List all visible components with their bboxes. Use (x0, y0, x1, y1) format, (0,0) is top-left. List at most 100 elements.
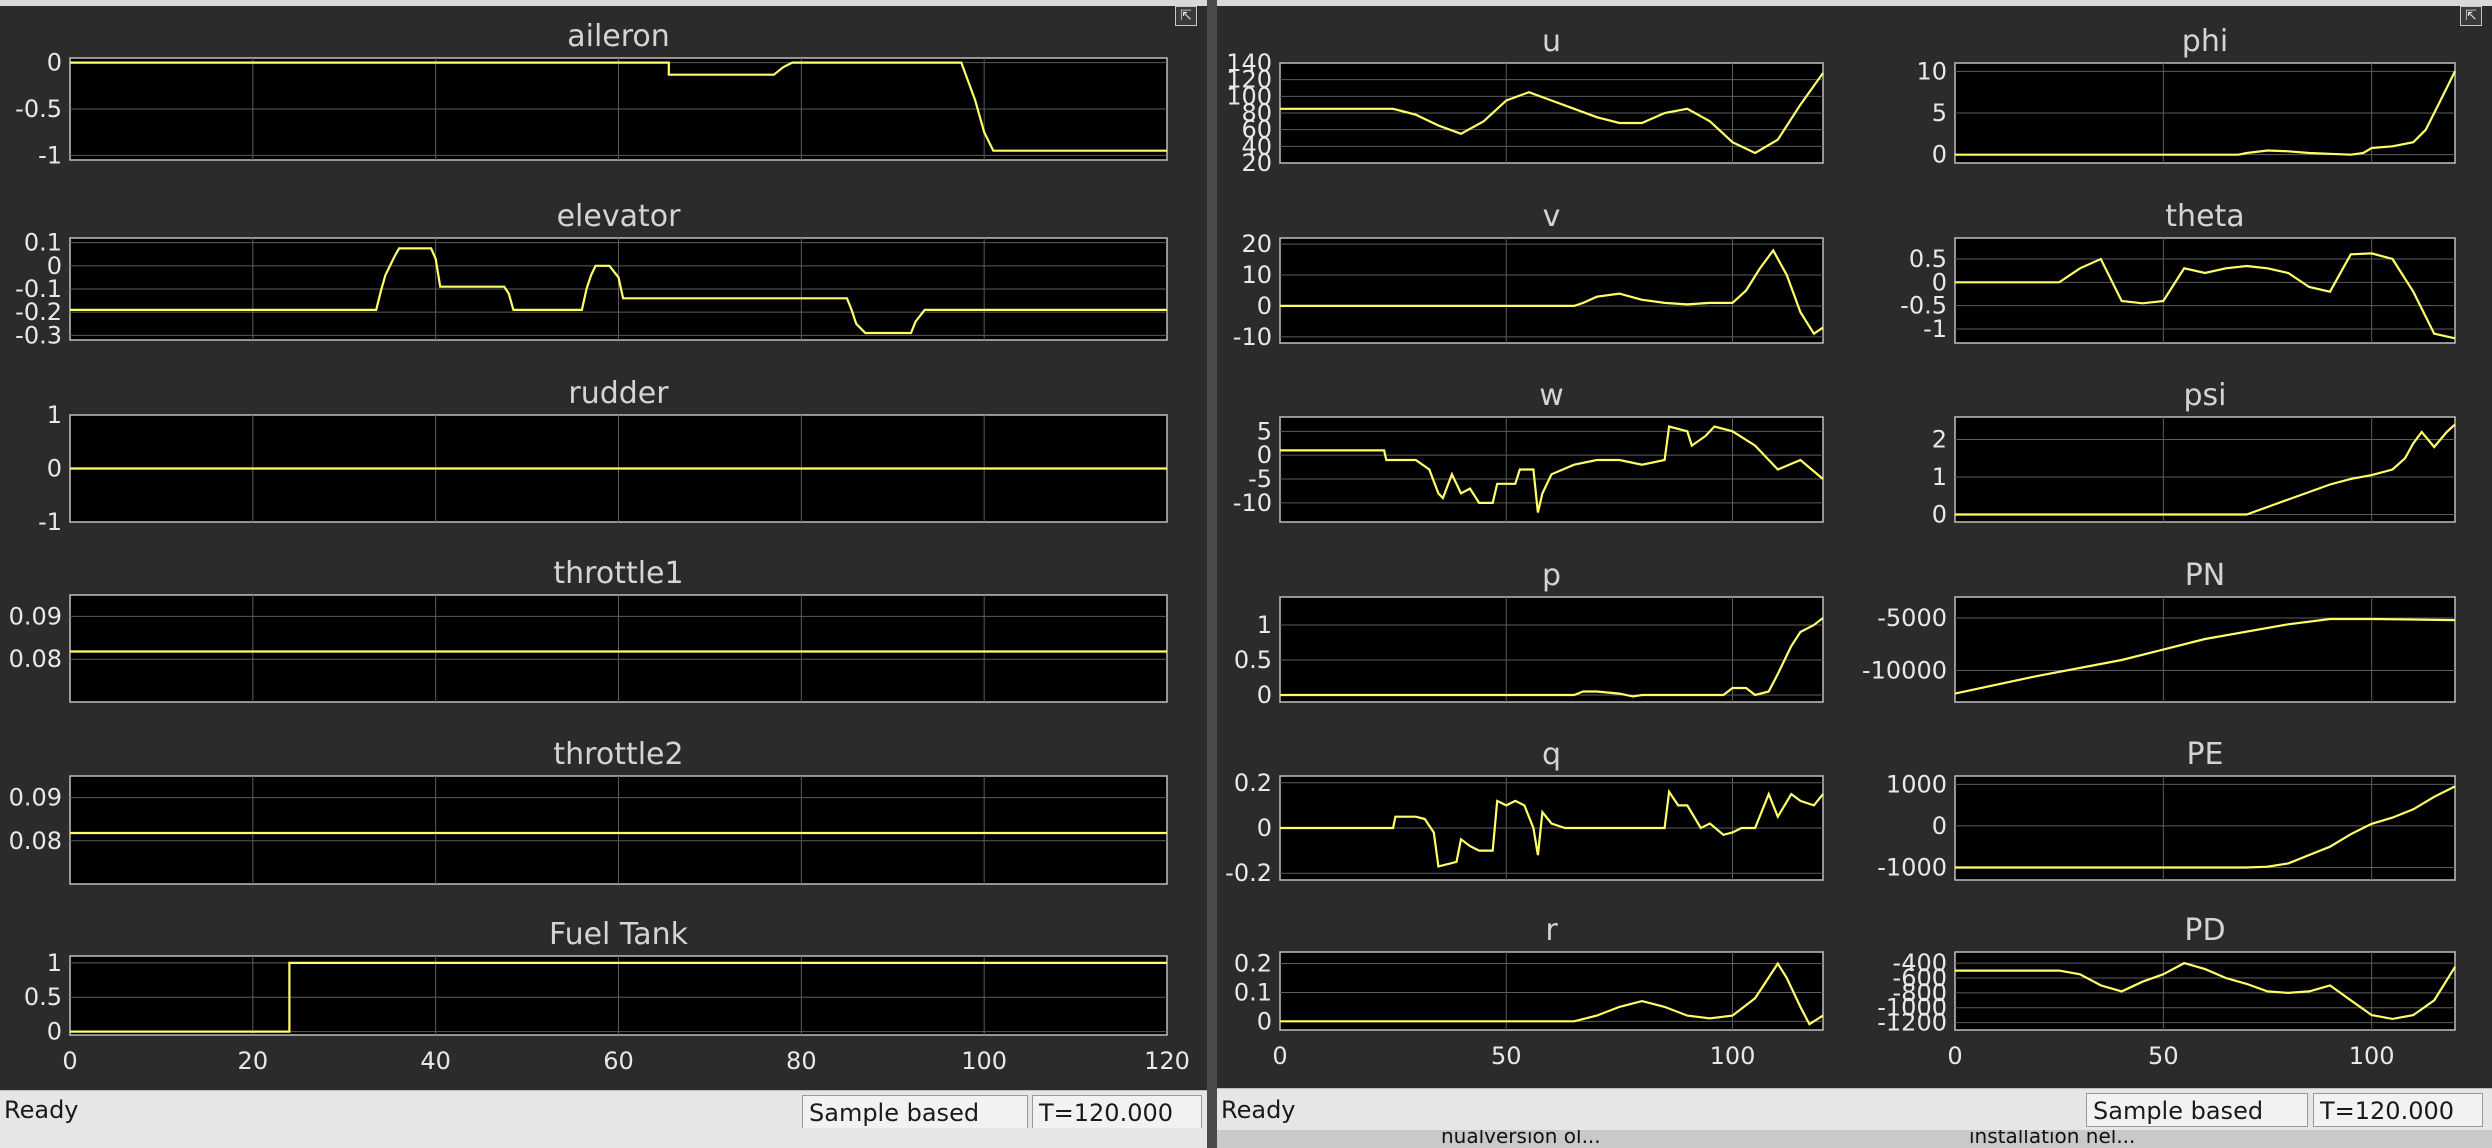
y-tick-label: 10 (1241, 261, 1272, 289)
plot-area (1279, 416, 1824, 523)
axes-psi: psi 2 1 0 (1932, 378, 2456, 529)
y-tick-label: 20 (1241, 230, 1272, 258)
y-tick-label: -1000 (1877, 854, 1947, 882)
y-tick-label: 0.09 (9, 784, 62, 812)
axes-title: psi (2183, 378, 2226, 413)
signal-trace-q (1280, 788, 1824, 868)
y-tick-label: 0 (1932, 501, 1947, 529)
sim-time-field: T=120.000 (2313, 1093, 2483, 1127)
sample-mode-field: Sample based (2086, 1093, 2308, 1127)
signal-trace-r (1280, 961, 1824, 1026)
y-tick-label: 0 (1932, 141, 1947, 169)
axes-throttle1: throttle1 0.09 0.08 (9, 556, 1168, 703)
axes-title: PD (2184, 913, 2225, 948)
y-tick-label: 1 (1932, 463, 1947, 491)
y-tick-label: 0 (1257, 292, 1272, 320)
status-bar-left: Ready Sample based T=120.000 (0, 1090, 1207, 1129)
y-tick-label: -5 (1248, 465, 1272, 493)
y-tick-label: 1 (47, 949, 62, 977)
y-tick-label: 0.08 (9, 827, 62, 855)
y-tick-label: -600 (1893, 964, 1947, 992)
y-tick-label: 40 (1241, 132, 1272, 160)
y-tick-label: -0.1 (15, 275, 62, 303)
y-tick-label: 0 (1257, 814, 1272, 842)
y-tick-label: 0.1 (24, 229, 62, 257)
y-tick-label: -1 (38, 508, 62, 536)
y-tick-label: 0.5 (1909, 245, 1947, 273)
y-tick-label: 0 (47, 252, 62, 280)
y-tick-label: 0 (47, 49, 62, 77)
y-tick-label: 0.1 (1234, 978, 1272, 1006)
y-tick-label: 0 (1932, 268, 1947, 296)
y-tick-label: -0.3 (15, 321, 62, 349)
y-tick-label: -10 (1233, 489, 1272, 517)
axes-title: r (1545, 913, 1558, 948)
axes-title: q (1542, 737, 1561, 772)
background-text: nualversion ol... (1441, 1130, 1601, 1148)
status-text: Ready (4, 1096, 79, 1124)
y-tick-label: 0 (47, 455, 62, 483)
status-bar-right: Ready Sample based T=120.000 (1217, 1088, 2492, 1131)
y-tick-label: 140 (1226, 49, 1272, 77)
axes-PE: PE 1000 0 -1000 (1877, 737, 2456, 882)
y-tick-label: 1 (47, 401, 62, 429)
y-tick-label: 0.2 (1234, 769, 1272, 797)
y-tick-label: 1 (1257, 611, 1272, 639)
x-tick-label: 0 (1947, 1042, 1962, 1070)
signal-trace-elevator (70, 247, 1167, 335)
axes-title: v (1543, 199, 1561, 234)
scope-axes-left: aileron0-0.5-1elevator0.10-0.1-0.2-0.3ru… (9, 19, 1190, 1075)
plot-area (1954, 416, 2456, 523)
y-tick-label: 5 (1932, 99, 1947, 127)
status-bar-bottom-strip (0, 1128, 1207, 1148)
axes-theta: theta 0.50-0.5-1 (1900, 199, 2456, 344)
signal-trace-v (1280, 248, 1824, 336)
x-tick-label: 60 (603, 1047, 634, 1075)
signal-trace-aileron (70, 61, 1167, 152)
y-tick-label: 80 (1241, 99, 1272, 127)
axes-title: w (1539, 378, 1564, 413)
plot-area (1954, 951, 2456, 1031)
axes-throttle2: throttle2 0.09 0.08 (9, 737, 1168, 885)
axes-w: w 50-5-10 (1233, 378, 1824, 523)
axes-title: p (1542, 558, 1561, 593)
axes-q: q 0.2 0 -0.2 (1225, 737, 1824, 887)
y-tick-label: 100 (1226, 82, 1272, 110)
y-tick-label: -10 (1233, 323, 1272, 351)
x-tick-label: 50 (1491, 1042, 1522, 1070)
x-tick-label: 100 (961, 1047, 1007, 1075)
plot-area (1954, 237, 2456, 344)
x-tick-label: 0 (62, 1047, 77, 1075)
background-window-strip: nualversion ol... installation nel... (1217, 1130, 2492, 1148)
signal-trace-PD (1955, 961, 2456, 1021)
y-tick-label: -400 (1893, 949, 1947, 977)
status-text: Ready (1221, 1096, 1296, 1124)
y-tick-label: 1000 (1886, 770, 1947, 798)
axes-title: u (1542, 24, 1561, 59)
y-tick-label: -10000 (1862, 657, 1947, 685)
y-tick-label: -1 (38, 141, 62, 169)
axes-p: p 1 0.5 0 (1234, 558, 1824, 709)
axes-v: v 20 10 0 -10 (1233, 199, 1824, 351)
axes-rudder: rudder 1 0 -1 (38, 376, 1168, 536)
x-tick-label: 0 (1272, 1042, 1287, 1070)
y-tick-label: 0.2 (1234, 950, 1272, 978)
window-divider[interactable] (1207, 0, 1217, 1148)
signal-trace-phi (1955, 70, 2456, 156)
axes-fuel_tank: Fuel Tank 1 0.5 00 20 40 60 80 100 120 (24, 917, 1190, 1075)
plot-area (1954, 596, 2456, 703)
axes-title: Fuel Tank (549, 917, 689, 952)
y-tick-label: 0.08 (9, 645, 62, 673)
axes-title: PE (2186, 737, 2223, 772)
y-tick-label: 0 (1257, 441, 1272, 469)
plot-area (1279, 596, 1824, 703)
undock-icon[interactable]: ⇱ (2460, 6, 2482, 26)
y-tick-label: -1200 (1877, 1009, 1947, 1037)
axes-PN: PN -5000 -10000 (1862, 558, 2456, 703)
undock-icon[interactable]: ⇱ (1175, 6, 1197, 26)
x-tick-label: 20 (238, 1047, 269, 1075)
window-top-edge (1217, 0, 2492, 6)
axes-title: PN (2185, 558, 2226, 593)
